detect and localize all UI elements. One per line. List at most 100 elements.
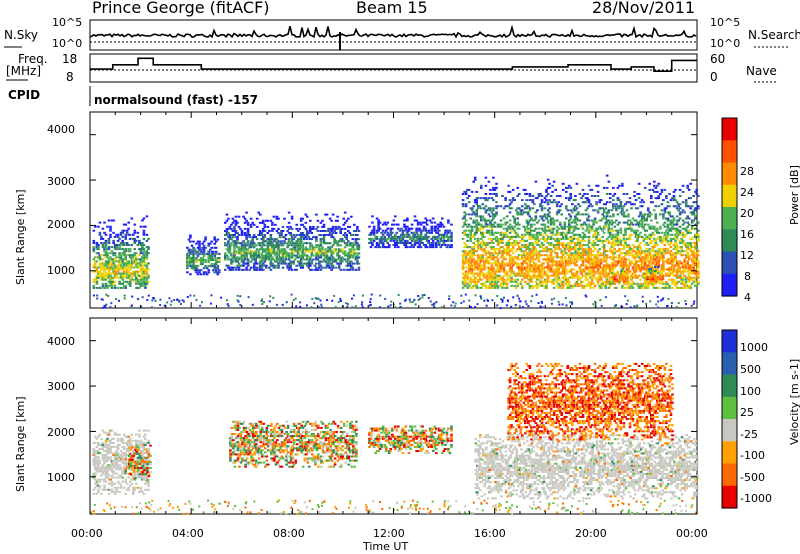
power-cell — [511, 227, 515, 230]
power-cell — [596, 227, 600, 230]
power-cell — [601, 268, 604, 271]
power-cell — [470, 250, 474, 253]
power-cell — [525, 248, 529, 251]
power-cell — [622, 221, 626, 224]
power-cell — [193, 267, 197, 270]
power-cell — [669, 246, 673, 249]
power-cell — [283, 262, 286, 265]
power-cell — [272, 250, 276, 253]
power-cell — [668, 284, 671, 287]
power-cell — [125, 270, 129, 273]
power-cell — [122, 229, 126, 232]
power-cell — [565, 260, 568, 263]
power-cell — [493, 188, 497, 191]
power-cell — [656, 184, 659, 187]
power-cell — [245, 244, 248, 247]
power-cell — [525, 221, 529, 224]
power-cell — [604, 225, 607, 228]
power-cell — [604, 256, 607, 259]
power-cell — [580, 244, 583, 246]
power-cell — [475, 197, 478, 200]
power-cell — [118, 248, 121, 251]
power-cell — [519, 270, 523, 273]
power-cell — [331, 250, 335, 253]
power-cell — [566, 248, 570, 251]
power-cell — [531, 246, 535, 249]
power-cell — [577, 227, 580, 230]
power-cell — [298, 256, 301, 259]
power-cell — [293, 268, 297, 271]
power-cell — [337, 248, 341, 251]
power-cell — [309, 258, 312, 261]
power-cell — [227, 227, 230, 230]
power-cell — [467, 254, 471, 257]
power-cell — [254, 244, 257, 247]
power-cell — [486, 280, 489, 283]
power-cell — [621, 182, 624, 185]
power-cell — [605, 272, 609, 275]
power-cell — [574, 246, 577, 249]
power-cell — [139, 264, 143, 267]
power-cell — [101, 276, 105, 279]
power-cell — [470, 264, 474, 267]
power-cell — [467, 260, 471, 263]
power-cell — [548, 266, 551, 269]
power-cell — [590, 264, 594, 267]
power-cell — [296, 238, 300, 241]
power-cell — [489, 280, 492, 283]
power-cell — [354, 258, 358, 261]
power-cell — [122, 262, 126, 265]
power-cell — [467, 229, 471, 232]
power-cell — [371, 229, 374, 232]
power-cell — [663, 231, 667, 234]
power-cell — [671, 264, 674, 267]
power-cell — [354, 240, 358, 243]
power-cell — [519, 262, 523, 265]
power-cell — [616, 237, 620, 240]
power-cell — [580, 264, 583, 267]
power-cell — [616, 199, 620, 202]
power-cell — [381, 229, 385, 232]
power-cell — [636, 264, 639, 267]
power-cell — [521, 244, 524, 246]
power-cell — [642, 237, 645, 240]
power-cell — [266, 238, 270, 241]
power-cell — [353, 262, 356, 265]
power-cell — [662, 217, 665, 220]
power-cell — [301, 217, 304, 220]
power-cell — [201, 261, 204, 263]
power-cell — [665, 272, 668, 275]
power-cell — [636, 193, 639, 195]
power-cell — [356, 238, 359, 241]
power-cell — [545, 278, 548, 281]
power-cell — [243, 262, 247, 265]
power-cell — [132, 262, 135, 265]
power-cell — [505, 205, 509, 208]
power-cell — [319, 256, 323, 259]
power-cell — [327, 230, 330, 232]
power-cell — [563, 266, 567, 269]
power-cell — [312, 227, 315, 230]
power-cell — [493, 221, 497, 224]
power-cell — [469, 235, 472, 238]
power-cell — [565, 217, 568, 220]
power-cell — [574, 264, 577, 267]
power-cell — [132, 233, 135, 236]
power-cell — [483, 260, 486, 263]
power-cell — [389, 233, 393, 236]
power-cell — [142, 276, 146, 279]
power-cell — [627, 258, 630, 261]
power-cell — [637, 256, 641, 259]
power-cell — [511, 256, 515, 259]
power-cell — [577, 237, 580, 240]
power-cell — [477, 258, 480, 261]
power-cell — [636, 235, 639, 238]
power-cell — [612, 205, 615, 208]
power-cell — [110, 260, 114, 263]
power-cell — [525, 193, 529, 195]
power-cell — [269, 260, 273, 263]
power-cell — [234, 223, 238, 226]
power-cell — [543, 286, 547, 289]
power-cell — [643, 280, 647, 283]
power-cell — [489, 233, 492, 236]
